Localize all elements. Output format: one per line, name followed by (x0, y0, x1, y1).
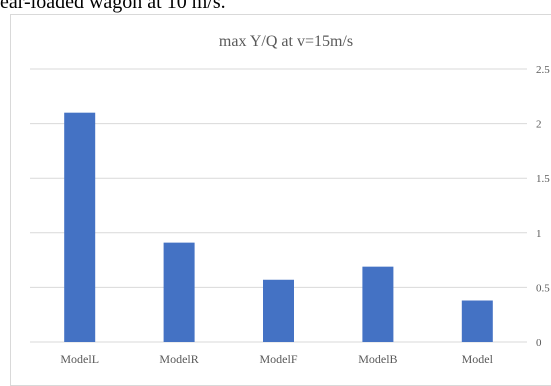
bar-modelr (163, 242, 195, 342)
bar-modelf (263, 279, 294, 342)
bars (64, 112, 493, 343)
category-label: ModelR (159, 352, 198, 366)
y-tick-labels: 0 0.5 1 1.5 2 2.5 (536, 64, 550, 349)
bar-model (461, 300, 493, 342)
bar-chart: max Y/Q at v=15m/s 00.511.522.5 ModelL Mo… (30, 33, 550, 366)
y-tick-label: 1 (536, 228, 542, 240)
y-tick-label: 2.5 (536, 64, 550, 76)
category-labels: ModelL ModelR ModelF ModelB Model (60, 352, 493, 366)
bar-modelb (362, 266, 394, 342)
category-label: ModelL (60, 352, 99, 366)
y-tick-label: 0 (536, 337, 542, 349)
y-tick-label: 1.5 (536, 173, 550, 185)
y-tick-label: 2 (536, 119, 542, 131)
category-label: Model (462, 352, 494, 366)
chart-title: max Y/Q at v=15m/s (219, 33, 353, 50)
category-label: ModelF (259, 352, 297, 366)
bar-modell (64, 112, 96, 343)
category-label: ModelB (358, 352, 397, 366)
y-tick-label: 0.5 (536, 282, 550, 294)
figure-caption: ear-loaded wagon at 10 m/s. (0, 0, 226, 13)
